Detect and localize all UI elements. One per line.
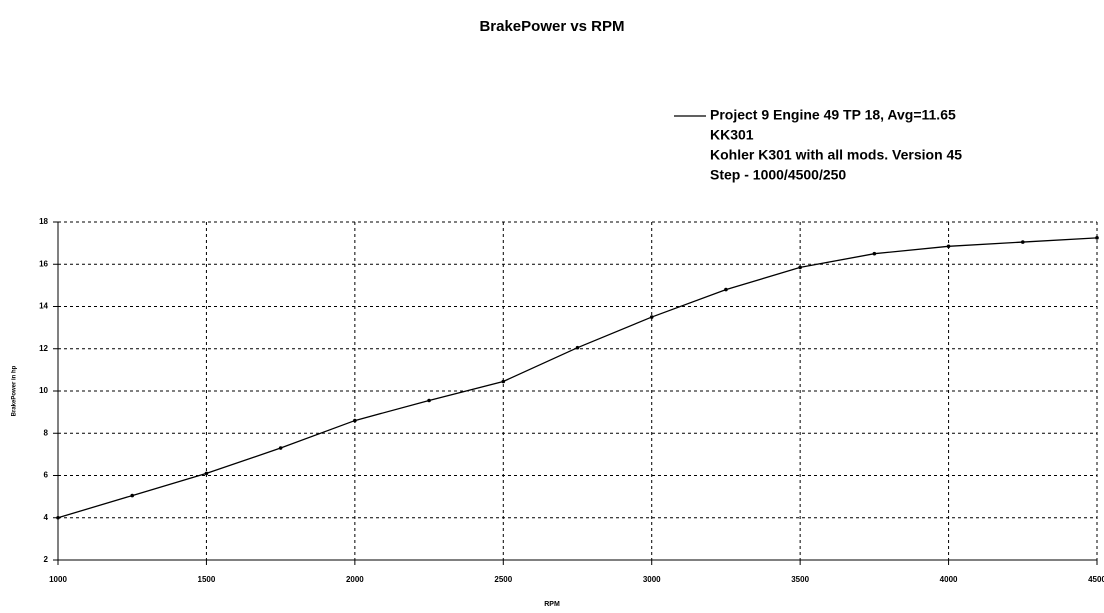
legend-note: KK301 <box>710 127 754 143</box>
data-point <box>427 398 431 403</box>
y-tick-label: 10 <box>39 386 48 395</box>
data-point <box>946 244 951 249</box>
data-point <box>1095 236 1099 240</box>
x-tick-label: 4500 <box>1088 575 1104 584</box>
data-point <box>353 418 357 423</box>
y-tick-label: 14 <box>39 302 48 311</box>
x-tick-label: 1000 <box>49 575 67 584</box>
y-tick-label: 6 <box>44 471 49 480</box>
x-tick-label: 2000 <box>346 575 364 584</box>
x-tick-label: 3500 <box>791 575 809 584</box>
data-point <box>1020 240 1025 244</box>
data-point <box>278 446 283 450</box>
y-tick-label: 18 <box>39 217 48 226</box>
data-point <box>56 515 60 520</box>
x-tick-label: 1500 <box>198 575 216 584</box>
x-tick-label: 2500 <box>494 575 512 584</box>
legend-label: Project 9 Engine 49 TP 18, Avg=11.65 <box>710 107 956 123</box>
data-point <box>130 493 135 498</box>
y-tick-label: 4 <box>44 513 49 522</box>
data-point <box>501 379 506 384</box>
x-tick-label: 3000 <box>643 575 661 584</box>
y-tick-label: 8 <box>44 428 49 437</box>
y-tick-label: 12 <box>39 344 48 353</box>
data-point <box>724 287 728 292</box>
x-tick-label: 4000 <box>940 575 958 584</box>
legend-note: Step - 1000/4500/250 <box>710 167 846 183</box>
data-point <box>798 265 802 270</box>
data-point <box>204 471 209 476</box>
y-axis-label: BrakePower in hp <box>12 365 18 416</box>
data-point <box>575 345 580 350</box>
x-axis-label: RPM <box>544 601 560 608</box>
chart-title: BrakePower vs RPM <box>479 18 624 35</box>
legend-note: Kohler K301 with all mods. Version 45 <box>710 147 962 163</box>
data-point <box>649 315 654 319</box>
y-tick-label: 16 <box>39 259 48 268</box>
y-tick-label: 2 <box>44 555 49 564</box>
data-point <box>872 251 877 256</box>
